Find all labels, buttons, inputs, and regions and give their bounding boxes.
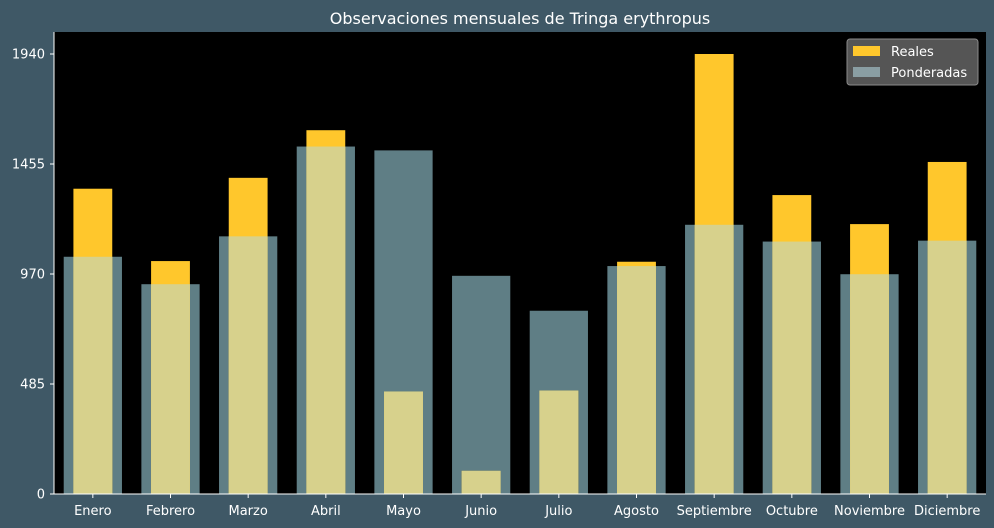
bar-overlap-enero (73, 256, 113, 494)
bar-overlap-octubre (772, 241, 812, 494)
x-tick-label-agosto: Agosto (614, 504, 659, 519)
legend: Reales Ponderadas (846, 38, 979, 86)
bar-overlap-diciembre (927, 240, 967, 494)
x-tick-label-julio: Julio (544, 504, 572, 519)
legend-swatch-reales (853, 46, 880, 56)
bar-overlap-noviembre (850, 274, 889, 494)
bar-ponderadas-junio (452, 275, 511, 494)
legend-label-ponderadas: Ponderadas (891, 66, 967, 81)
bar-overlap-febrero (151, 284, 190, 494)
bar-overlap-marzo (228, 236, 268, 494)
x-tick-label-diciembre: Diciembre (914, 504, 980, 519)
x-tick-label-febrero: Febrero (146, 504, 195, 519)
bars-layer (63, 54, 977, 495)
bar-overlap-septiembre (694, 224, 734, 494)
y-tick-label-0: 0 (37, 488, 45, 503)
bar-overlap-junio (461, 470, 501, 494)
x-tick-label-junio: Junio (464, 504, 497, 519)
x-tick-label-noviembre: Noviembre (834, 504, 905, 519)
legend-label-reales: Reales (891, 45, 934, 60)
x-tick-label-enero: Enero (74, 504, 112, 519)
x-tick-label-octubre: Octubre (766, 504, 818, 519)
y-tick-label-1455: 1455 (12, 158, 45, 173)
bar-overlap-mayo (384, 391, 423, 494)
y-tick-label-970: 970 (20, 268, 45, 283)
x-tick-label-abril: Abril (311, 504, 341, 519)
bar-overlap-abril (306, 146, 346, 495)
y-tick-label-1940: 1940 (12, 48, 45, 63)
x-tick-label-mayo: Mayo (386, 504, 421, 519)
x-tick-label-marzo: Marzo (229, 504, 268, 519)
bar-overlap-julio (539, 390, 579, 494)
legend-swatch-ponderadas (853, 67, 880, 77)
x-tick-label-septiembre: Septiembre (677, 504, 752, 519)
axes-layer: Enero Febrero Marzo Abril Mayo Junio Julio Agos… (12, 32, 986, 519)
y-tick-label-485: 485 (20, 378, 45, 393)
plot-area (54, 32, 986, 494)
chart-title: Observaciones mensuales de Tringa erythr… (330, 9, 710, 28)
bar-overlap-agosto (617, 266, 656, 494)
